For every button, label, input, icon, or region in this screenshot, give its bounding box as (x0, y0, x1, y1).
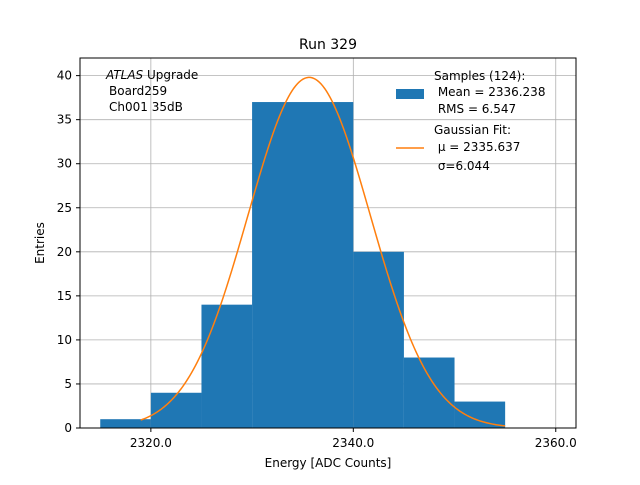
gaussian-fit-curve (140, 76, 506, 427)
histogram-bar-3 (252, 102, 354, 429)
svg-text:ATLAS Upgrade: ATLAS Upgrade (105, 68, 198, 82)
y-tick-label-7: 35 (57, 113, 72, 127)
histogram-bar-5 (403, 357, 455, 428)
atlas-label: ATLAS (105, 68, 144, 82)
x-axis-ticks: 2320.0 2340.0 2360.0 (130, 428, 577, 450)
y-tick-label-5: 25 (57, 201, 72, 215)
legend: Samples (124): Mean = 2336.238 RMS = 6.5… (396, 69, 545, 173)
legend-samples-mean: Mean = 2336.238 (434, 85, 545, 99)
legend-samples-rms: RMS = 6.547 (434, 102, 516, 116)
plot-frame (79, 57, 577, 429)
channel-label: Ch001 35dB (109, 100, 183, 114)
histogram-bar-2 (201, 304, 253, 428)
y-tick-label-4: 20 (57, 245, 72, 259)
x-tick-label-2: 2360.0 (535, 436, 577, 450)
legend-samples-title: Samples (124): (434, 69, 525, 83)
histogram-bar-0 (100, 419, 151, 428)
y-tick-label-0: 0 (64, 421, 72, 435)
x-axis-label: Energy [ADC Counts] (265, 456, 392, 470)
x-tick-label-0: 2320.0 (130, 436, 172, 450)
board-label: Board259 (109, 84, 167, 98)
histogram-bars (100, 102, 506, 429)
chart-title: Run 329 (299, 37, 357, 53)
histogram-bar-4 (353, 251, 404, 428)
legend-samples-swatch (396, 89, 424, 99)
atlas-annotation: ATLAS Upgrade Board259 Ch001 35dB (105, 68, 198, 114)
y-tick-label-8: 40 (57, 69, 72, 83)
y-axis-label: Entries (33, 222, 47, 264)
legend-fit-mu: μ = 2335.637 (434, 140, 520, 154)
y-tick-label-2: 10 (57, 333, 72, 347)
legend-fit-title: Gaussian Fit: (434, 123, 511, 137)
y-tick-label-6: 30 (57, 157, 72, 171)
histogram-bar-6 (454, 401, 506, 428)
y-tick-label-1: 5 (64, 377, 72, 391)
x-tick-label-1: 2340.0 (332, 436, 374, 450)
y-axis-ticks: 0 5 10 15 20 25 30 35 40 (57, 69, 80, 435)
upgrade-label: Upgrade (143, 68, 198, 82)
legend-fit-sigma: σ=6.044 (434, 159, 490, 173)
y-tick-label-3: 15 (57, 289, 72, 303)
